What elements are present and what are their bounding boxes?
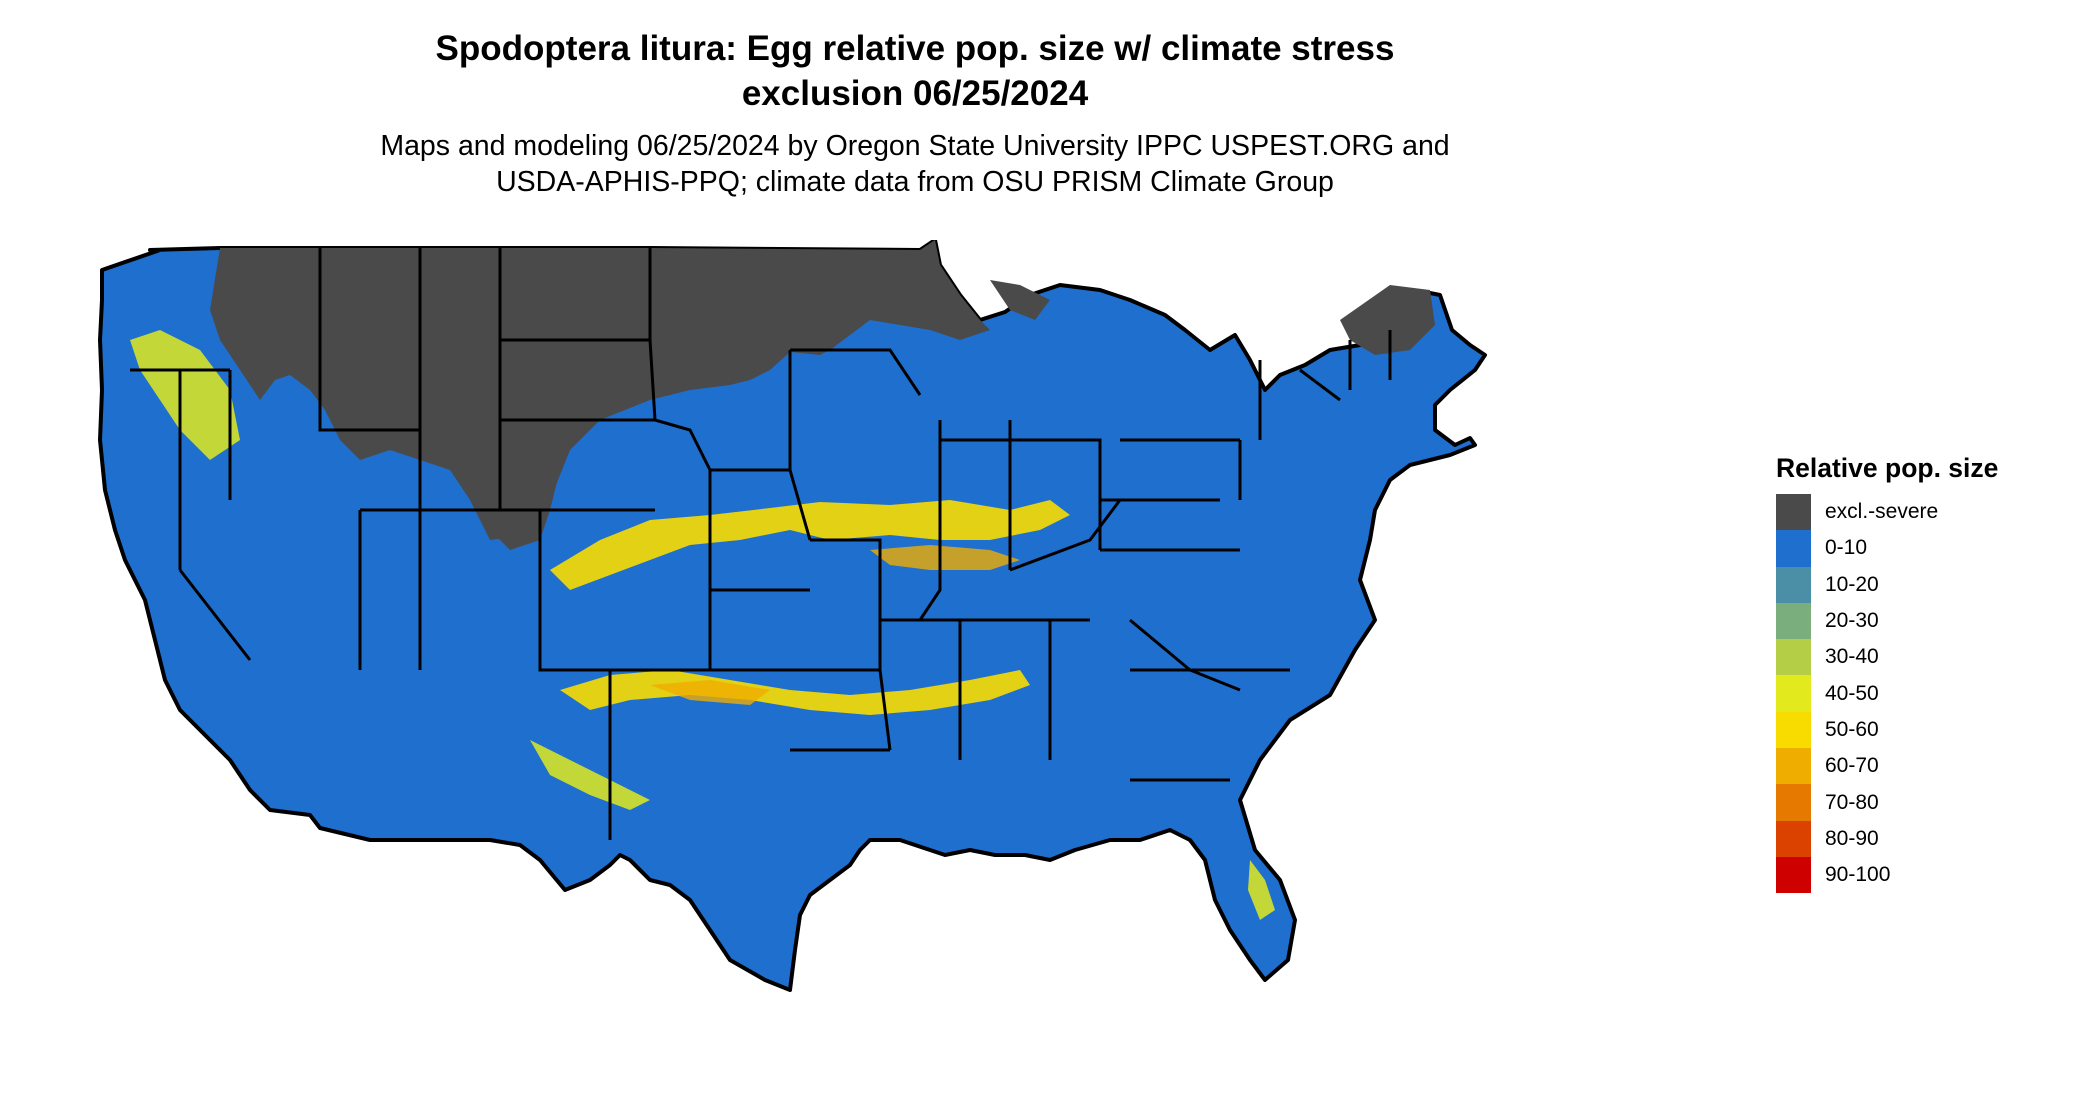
- excluded-region-northeast: [1340, 285, 1435, 355]
- legend-label: 30-40: [1825, 645, 1879, 669]
- state-borders: [130, 248, 1392, 840]
- legend-item: 60-70: [1776, 748, 1998, 785]
- legend-swatch: [1776, 675, 1811, 712]
- map-title-line2: exclusion 06/25/2024: [741, 74, 1089, 113]
- hotspot-band-florida: [1248, 860, 1275, 920]
- legend-swatch: [1776, 856, 1811, 894]
- excluded-region-upper-midwest: [990, 280, 1050, 320]
- legend-items: excl.-severe 0-10 10-20 20-30 30-40 40-50 50-6…: [1776, 494, 1998, 894]
- legend-item: 80-90: [1776, 820, 1998, 857]
- hotspot-band-texas: [650, 680, 770, 705]
- legend-item: 10-20: [1776, 566, 1998, 603]
- legend-label: 80-90: [1825, 826, 1879, 850]
- map-title: Spodoptera litura: Egg relative pop. siz…: [0, 26, 1830, 116]
- legend-item: 50-60: [1776, 711, 1998, 749]
- legend-item: 70-80: [1776, 784, 1998, 821]
- legend-label: 10-20: [1825, 572, 1879, 596]
- legend-swatch: [1776, 566, 1811, 603]
- excluded-region-north: [210, 240, 990, 540]
- us-population-map: [98, 240, 1487, 992]
- legend-label: 60-70: [1825, 754, 1879, 778]
- legend-item: 0-10: [1776, 530, 1998, 567]
- hotspot-band-south: [560, 670, 1030, 715]
- legend-label: 70-80: [1825, 790, 1879, 814]
- legend-label: 90-100: [1825, 863, 1891, 887]
- map-title-line1: Spodoptera litura: Egg relative pop. siz…: [435, 29, 1395, 68]
- legend-title: Relative pop. size: [1776, 453, 1999, 483]
- legend-label: 0-10: [1825, 536, 1868, 560]
- legend-item: 30-40: [1776, 639, 1998, 676]
- legend: Relative pop. size excl.-severe 0-10 10-20…: [1776, 452, 1999, 894]
- legend-label: 40-50: [1825, 681, 1879, 705]
- legend-swatch: [1776, 530, 1811, 567]
- legend-swatch: [1776, 711, 1811, 749]
- hotspot-band-west: [130, 330, 240, 460]
- legend-swatch: [1776, 639, 1811, 676]
- hotspot-band-ohio-valley: [870, 545, 1020, 570]
- legend-label: excl.-severe: [1825, 500, 1939, 524]
- legend-label: 20-30: [1825, 609, 1879, 633]
- legend-item: excl.-severe: [1776, 494, 1998, 531]
- legend-swatch: [1776, 494, 1811, 531]
- legend-item: 90-100: [1776, 856, 1998, 894]
- legend-item: 40-50: [1776, 675, 1998, 712]
- map-subtitle-line1: Maps and modeling 06/25/2024 by Oregon S…: [380, 130, 1450, 162]
- legend-label: 50-60: [1825, 717, 1879, 741]
- map-subtitle-line2: USDA-APHIS-PPQ; climate data from OSU PR…: [496, 166, 1334, 198]
- legend-swatch: [1776, 748, 1811, 785]
- legend-swatch: [1776, 820, 1811, 857]
- hotspot-band-gulf: [530, 740, 650, 810]
- map-subtitle: Maps and modeling 06/25/2024 by Oregon S…: [0, 128, 1830, 200]
- legend-item: 20-30: [1776, 602, 1998, 640]
- legend-swatch: [1776, 784, 1811, 821]
- legend-swatch: [1776, 602, 1811, 640]
